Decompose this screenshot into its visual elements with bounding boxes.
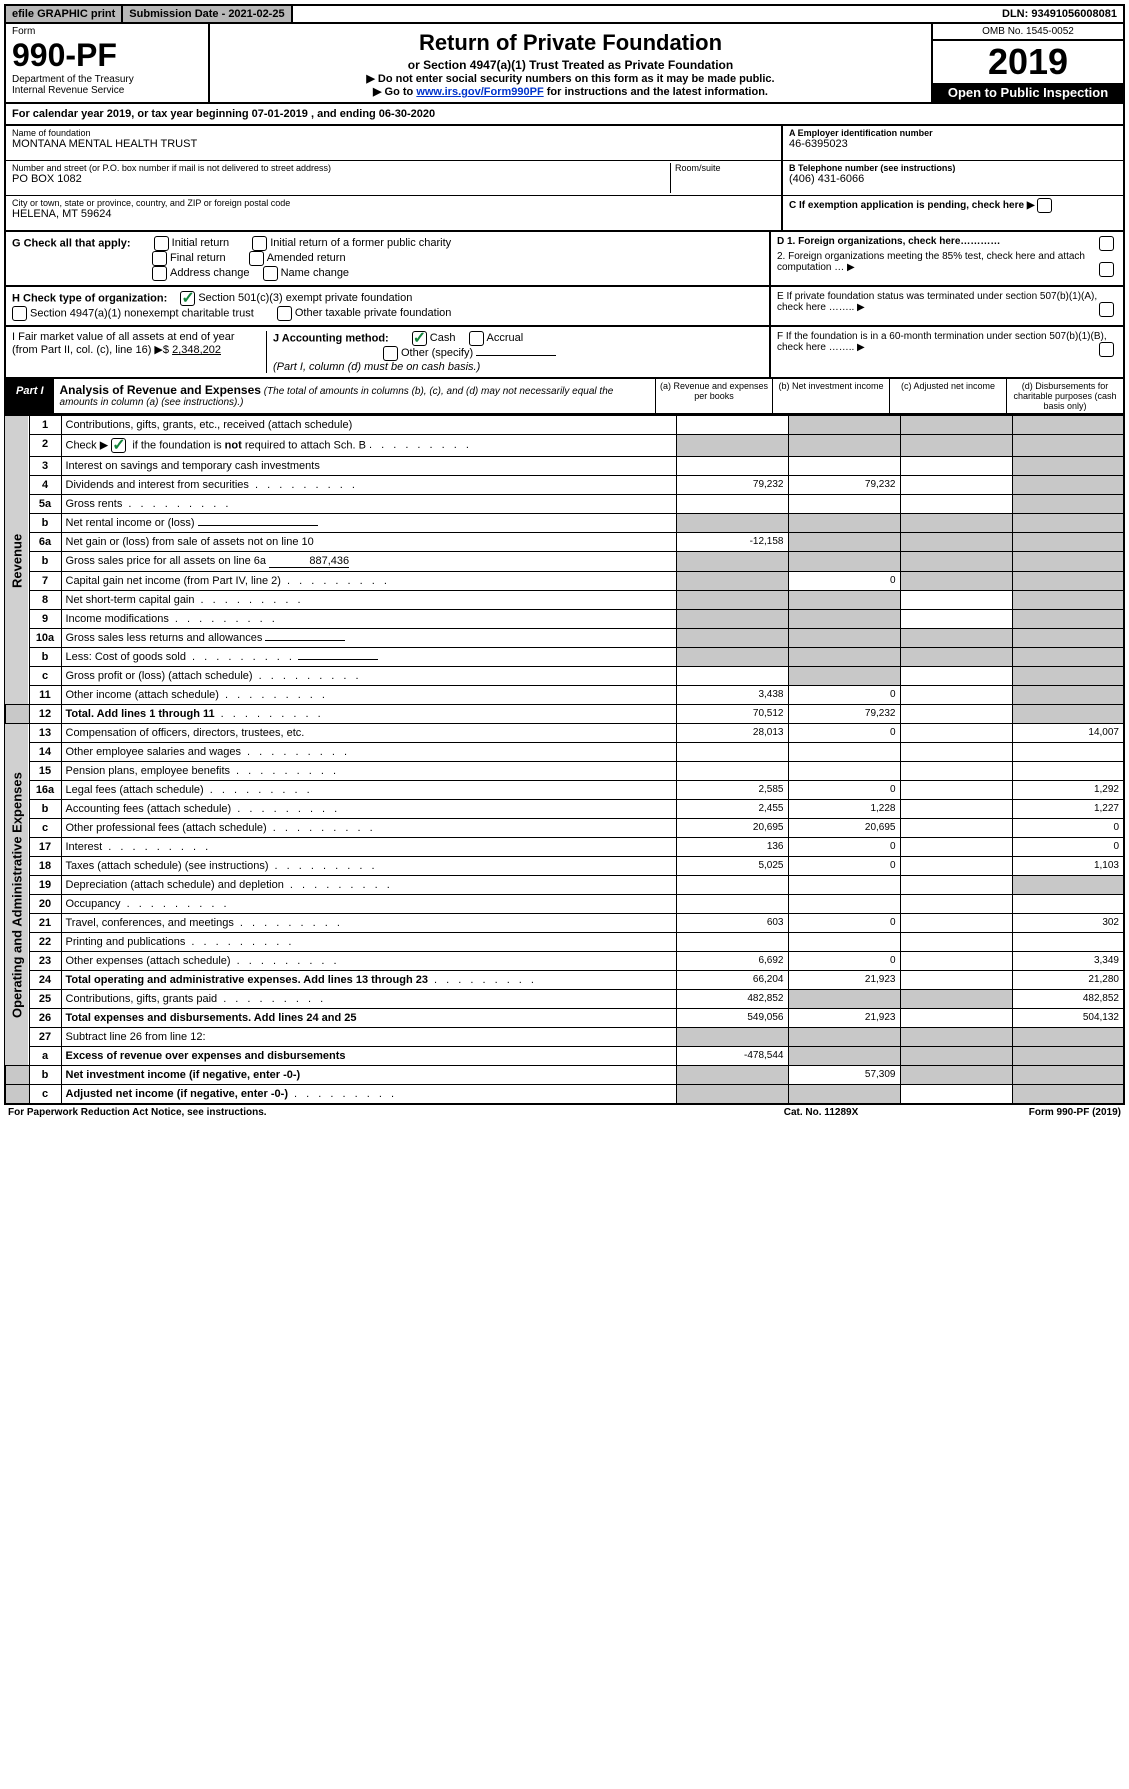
note-2: ▶ Go to www.irs.gov/Form990PF for instru…	[214, 85, 927, 98]
main-table: Revenue 1Contributions, gifts, grants, e…	[4, 415, 1125, 1105]
section-i-j-f: I Fair market value of all assets at end…	[4, 327, 1125, 379]
dln: DLN: 93491056008081	[996, 6, 1123, 22]
section-h-e: H Check type of organization: Section 50…	[4, 287, 1125, 327]
calendar-year-line: For calendar year 2019, or tax year begi…	[4, 104, 1125, 126]
part1-header: Part I Analysis of Revenue and Expenses …	[4, 379, 1125, 415]
expenses-side: Operating and Administrative Expenses	[5, 724, 29, 1066]
city-block: City or town, state or province, country…	[6, 196, 781, 230]
submission-date: Submission Date - 2021-02-25	[123, 6, 292, 22]
info-grid: Name of foundation MONTANA MENTAL HEALTH…	[4, 126, 1125, 232]
section-c: C If exemption application is pending, c…	[783, 196, 1123, 230]
section-h: H Check type of organization: Section 50…	[6, 287, 771, 325]
header-center: Return of Private Foundation or Section …	[210, 24, 931, 102]
header-left: Form 990-PF Department of the Treasury I…	[6, 24, 210, 102]
checkbox-501c3[interactable]	[180, 291, 195, 306]
dept-treasury: Department of the Treasury	[12, 74, 202, 85]
form-number: 990-PF	[12, 37, 202, 74]
irs-link[interactable]: www.irs.gov/Form990PF	[416, 86, 543, 98]
name-block: Name of foundation MONTANA MENTAL HEALTH…	[6, 126, 781, 161]
phone-block: B Telephone number (see instructions) (4…	[783, 161, 1123, 196]
checkbox-c[interactable]	[1037, 198, 1052, 213]
col-d-header: (d) Disbursements for charitable purpose…	[1006, 379, 1123, 413]
col-b-header: (b) Net investment income	[772, 379, 889, 413]
open-public: Open to Public Inspection	[933, 83, 1123, 102]
section-g-d: G Check all that apply: Initial return I…	[4, 232, 1125, 287]
footer-right: Form 990-PF (2019)	[921, 1107, 1121, 1118]
address-block: Number and street (or P.O. box number if…	[6, 161, 781, 196]
form-header: Form 990-PF Department of the Treasury I…	[4, 24, 1125, 104]
footer: For Paperwork Reduction Act Notice, see …	[4, 1105, 1125, 1120]
form-word: Form	[12, 26, 202, 37]
efile-label: efile GRAPHIC print	[6, 6, 123, 22]
revenue-side: Revenue	[5, 416, 29, 705]
header-right: OMB No. 1545-0052 2019 Open to Public In…	[931, 24, 1123, 102]
omb-number: OMB No. 1545-0052	[933, 24, 1123, 41]
checkbox-cash[interactable]	[412, 331, 427, 346]
footer-center: Cat. No. 11289X	[721, 1107, 921, 1118]
note-1: ▶ Do not enter social security numbers o…	[214, 72, 927, 85]
footer-left: For Paperwork Reduction Act Notice, see …	[8, 1107, 721, 1118]
part1-tab: Part I	[6, 379, 54, 413]
section-d: D 1. Foreign organizations, check here………	[771, 232, 1123, 285]
col-a-header: (a) Revenue and expenses per books	[655, 379, 772, 413]
form-title: Return of Private Foundation	[214, 30, 927, 56]
section-f: F If the foundation is in a 60-month ter…	[771, 327, 1123, 377]
form-subtitle: or Section 4947(a)(1) Trust Treated as P…	[214, 58, 927, 72]
part1-desc: Analysis of Revenue and Expenses (The to…	[54, 379, 655, 413]
section-e: E If private foundation status was termi…	[771, 287, 1123, 325]
section-j: J Accounting method: Cash Accrual Other …	[267, 331, 763, 373]
checkbox-sch-b[interactable]	[111, 438, 126, 453]
tax-year: 2019	[933, 41, 1123, 83]
top-bar: efile GRAPHIC print Submission Date - 20…	[4, 4, 1125, 24]
section-i: I Fair market value of all assets at end…	[12, 331, 267, 373]
col-c-header: (c) Adjusted net income	[889, 379, 1006, 413]
section-g: G Check all that apply: Initial return I…	[6, 232, 771, 285]
ein-block: A Employer identification number 46-6395…	[783, 126, 1123, 161]
irs-label: Internal Revenue Service	[12, 85, 202, 96]
